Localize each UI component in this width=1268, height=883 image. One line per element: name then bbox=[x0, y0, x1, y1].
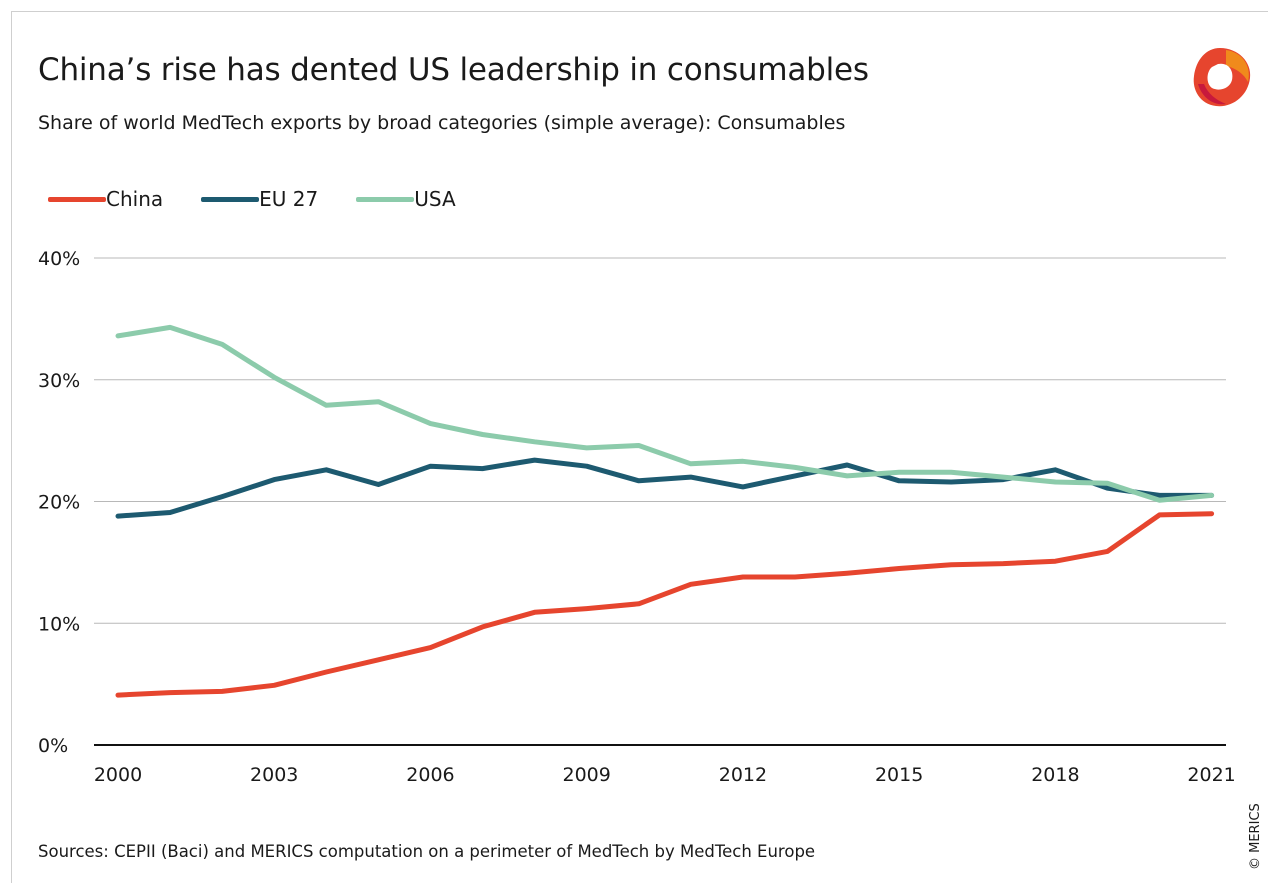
legend-item: China bbox=[48, 187, 163, 211]
series-line-china bbox=[115, 511, 1215, 698]
y-tick-label: 40% bbox=[38, 248, 80, 270]
x-tick-label: 2000 bbox=[94, 764, 142, 786]
legend-item: EU 27 bbox=[201, 187, 318, 211]
legend-item: USA bbox=[356, 187, 456, 211]
series-line-usa bbox=[115, 324, 1215, 503]
x-tick-label: 2009 bbox=[563, 764, 611, 786]
legend-swatch bbox=[201, 196, 260, 202]
source-note: Sources: CEPII (Baci) and MERICS computa… bbox=[38, 842, 816, 861]
chart-frame bbox=[11, 11, 1268, 883]
x-tick-label: 2015 bbox=[875, 764, 923, 786]
x-tick-label: 2003 bbox=[250, 764, 298, 786]
x-tick-label: 2021 bbox=[1187, 764, 1235, 786]
legend-label: EU 27 bbox=[259, 187, 319, 211]
series-line-eu-27 bbox=[115, 457, 1215, 519]
merics-logo-icon bbox=[1193, 48, 1251, 107]
y-tick-label: 20% bbox=[38, 492, 80, 514]
legend-label: China bbox=[106, 187, 164, 211]
legend-label: USA bbox=[414, 187, 456, 211]
chart-title: China’s rise has dented US leadership in… bbox=[38, 52, 869, 88]
y-tick-label: 0% bbox=[38, 735, 68, 757]
y-tick-label: 30% bbox=[38, 370, 80, 392]
x-tick-label: 2006 bbox=[406, 764, 454, 786]
x-tick-label: 2018 bbox=[1031, 764, 1079, 786]
copyright-label: © MERICS bbox=[1248, 803, 1263, 870]
legend-swatch bbox=[356, 196, 415, 202]
x-tick-label: 2012 bbox=[719, 764, 767, 786]
chart-subtitle: Share of world MedTech exports by broad … bbox=[38, 112, 846, 134]
legend-swatch bbox=[48, 196, 106, 202]
chart-legend: China EU 27 USA bbox=[48, 184, 494, 214]
y-tick-label: 10% bbox=[38, 613, 80, 635]
